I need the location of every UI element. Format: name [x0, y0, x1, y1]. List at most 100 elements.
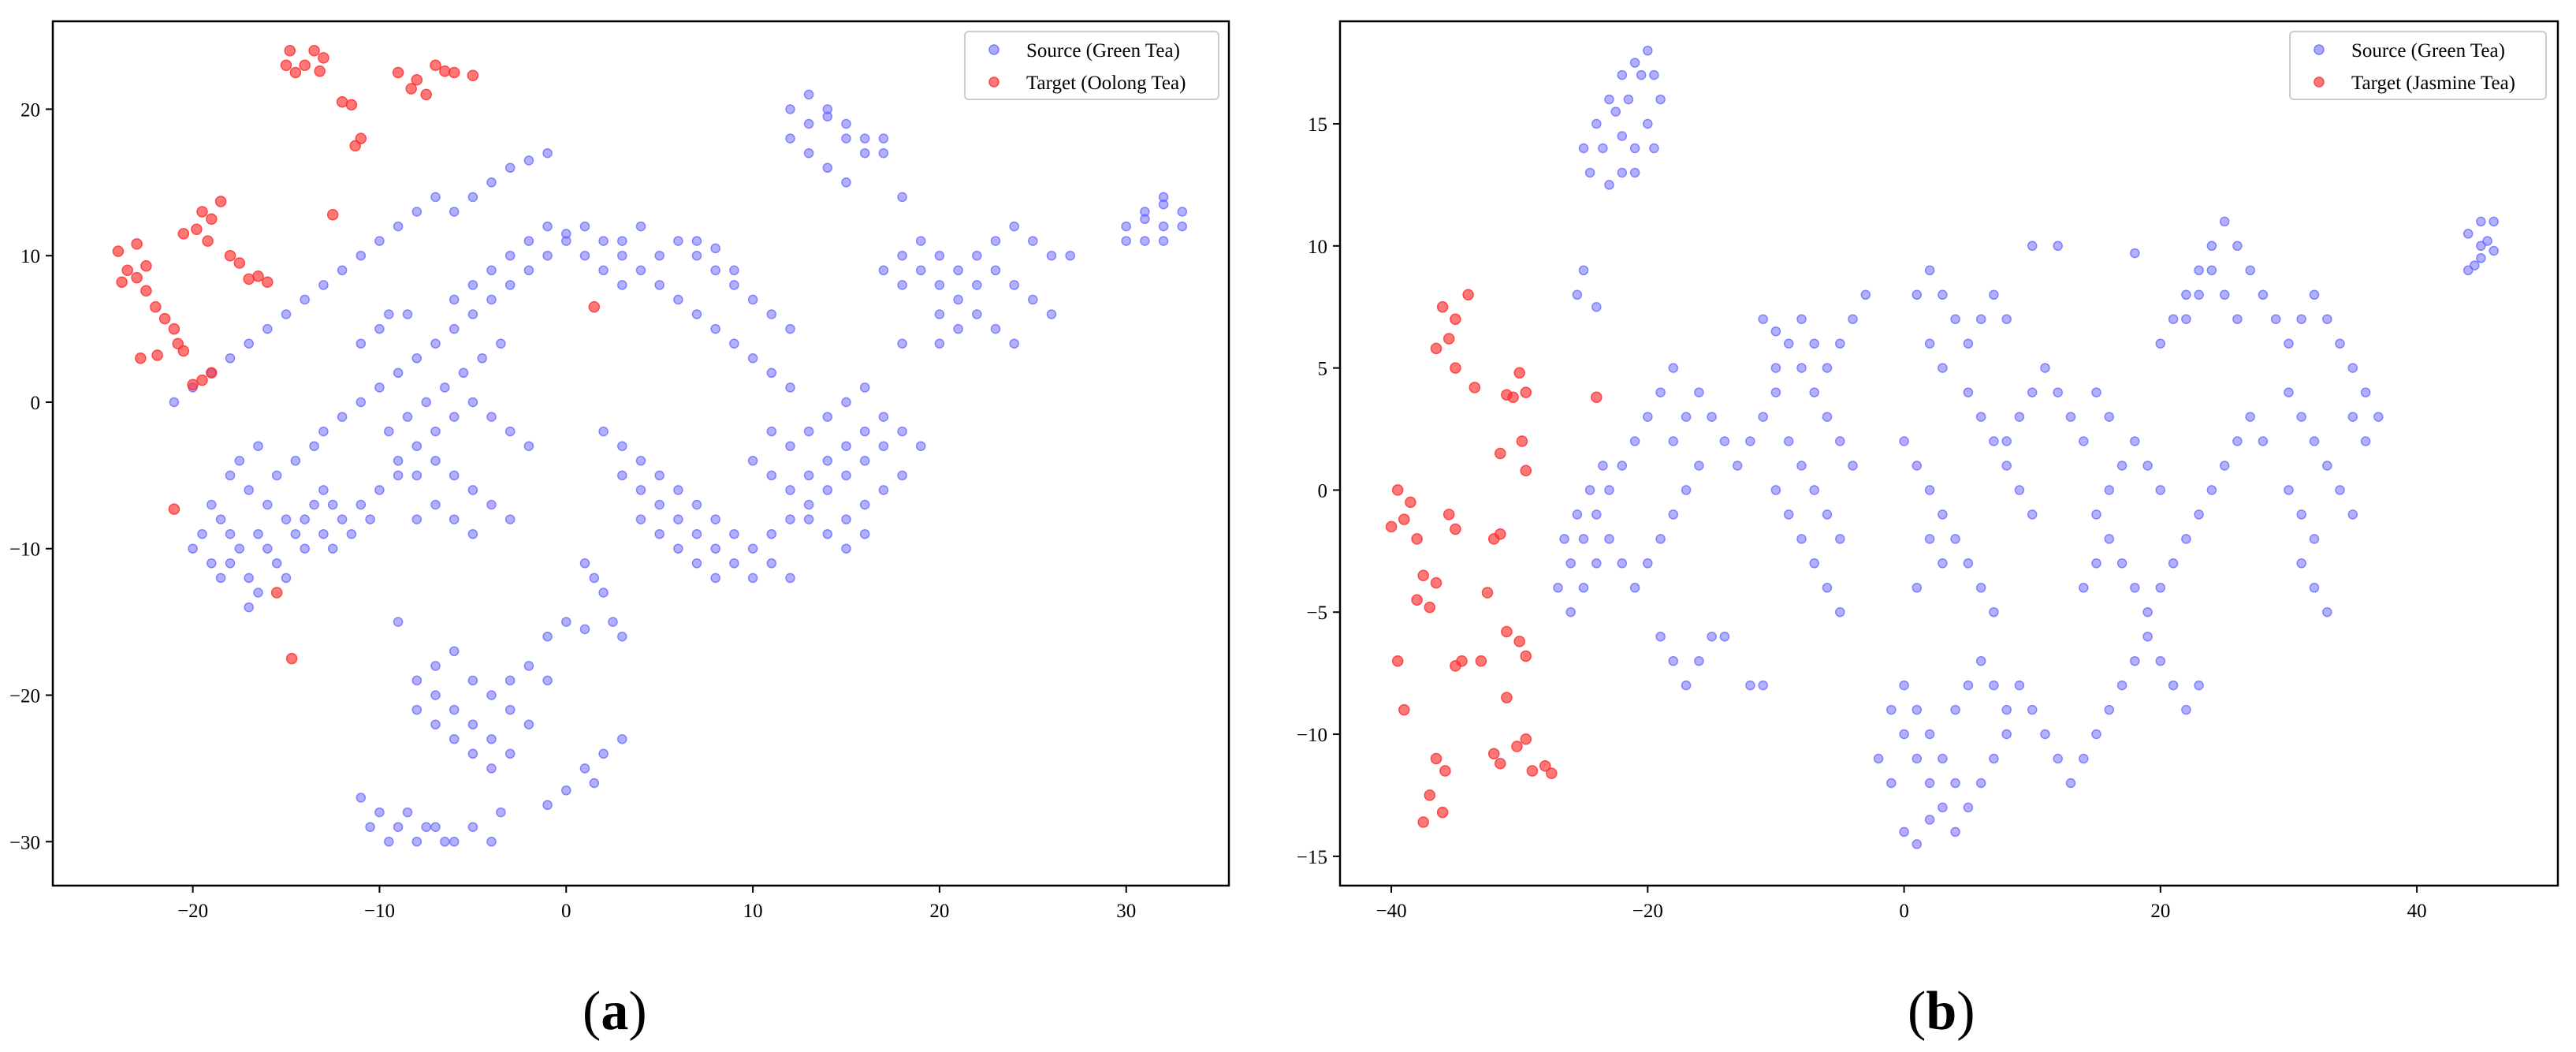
- source-point: [1578, 583, 1589, 593]
- source-point: [673, 294, 683, 305]
- source-point: [430, 690, 441, 700]
- source-point: [504, 748, 516, 759]
- source-point: [2270, 314, 2281, 324]
- source-point: [1822, 583, 1833, 593]
- panel-b-label: (b): [1908, 981, 1975, 1042]
- target-point: [1501, 692, 1513, 703]
- target-point: [1450, 523, 1461, 535]
- source-point: [859, 426, 870, 437]
- source-point: [2181, 289, 2191, 300]
- source-point: [542, 800, 553, 811]
- source-point: [1770, 485, 1781, 495]
- source-point: [1668, 436, 1679, 446]
- target-point: [1424, 789, 1436, 801]
- source-point: [859, 528, 870, 539]
- source-point: [411, 675, 423, 686]
- source-point: [897, 280, 907, 290]
- source-point: [934, 338, 945, 349]
- source-point: [710, 543, 720, 554]
- source-point: [1617, 461, 1628, 471]
- source-point: [2001, 729, 2012, 740]
- target-point: [1511, 741, 1523, 752]
- y-tick-label: −30: [9, 832, 40, 853]
- source-point: [467, 719, 478, 729]
- target-point: [1516, 435, 1528, 447]
- source-point: [1835, 606, 1845, 617]
- source-point: [290, 528, 301, 539]
- source-point: [1989, 680, 1999, 691]
- source-point: [766, 528, 777, 539]
- source-point: [598, 748, 609, 759]
- source-point: [1655, 631, 1666, 642]
- source-point: [1770, 326, 1781, 337]
- source-point: [467, 748, 478, 759]
- source-point: [356, 397, 367, 408]
- source-point: [467, 397, 478, 408]
- target-point: [1546, 767, 1558, 779]
- source-point: [234, 456, 245, 466]
- target-point: [1450, 313, 1461, 325]
- source-point: [467, 675, 478, 686]
- source-point: [2130, 436, 2140, 446]
- source-point: [2168, 558, 2179, 569]
- source-point: [523, 719, 534, 729]
- target-point: [140, 259, 152, 272]
- source-point: [2104, 534, 2115, 544]
- source-point: [1009, 221, 1019, 232]
- source-point: [1617, 167, 1628, 178]
- source-point: [1598, 143, 1608, 154]
- source-point: [393, 822, 404, 832]
- source-point: [1553, 583, 1563, 593]
- target-point: [1501, 389, 1513, 401]
- source-point: [1578, 143, 1589, 154]
- source-point: [729, 280, 739, 290]
- source-point: [1822, 363, 1833, 373]
- source-point: [449, 514, 460, 524]
- source-point: [878, 441, 889, 451]
- target-point: [140, 285, 152, 297]
- source-point: [785, 485, 795, 495]
- source-point: [2091, 729, 2101, 740]
- source-point: [384, 309, 394, 319]
- panel-a-y-axis: −30 −20 −10 0 10 20: [9, 99, 53, 853]
- source-point: [1938, 753, 1948, 764]
- source-point: [2476, 216, 2486, 227]
- source-point: [1655, 387, 1666, 397]
- source-point: [430, 192, 441, 203]
- target-point: [151, 349, 163, 361]
- source-point: [1848, 314, 1858, 324]
- source-point: [1623, 94, 1634, 105]
- source-point: [1963, 802, 1974, 813]
- source-point: [2130, 583, 2140, 593]
- source-point: [1873, 753, 1884, 764]
- target-point: [1487, 748, 1500, 760]
- source-point: [1912, 289, 1923, 300]
- source-point: [589, 778, 600, 789]
- source-point: [990, 265, 1001, 276]
- source-point: [598, 426, 609, 437]
- source-point: [1629, 143, 1640, 154]
- source-point: [2181, 534, 2191, 544]
- source-point: [2065, 778, 2076, 789]
- source-point: [346, 528, 357, 539]
- source-point: [1643, 118, 1653, 129]
- source-point: [617, 733, 627, 744]
- source-point: [1822, 412, 1833, 422]
- target-point: [411, 74, 423, 86]
- target-point: [318, 52, 329, 64]
- source-point: [262, 499, 273, 510]
- target-point: [336, 95, 348, 108]
- source-point: [2116, 558, 2127, 569]
- source-point: [561, 229, 571, 239]
- source-point: [1886, 704, 1897, 715]
- source-point: [2053, 387, 2063, 397]
- source-point: [504, 162, 516, 173]
- panel-b-chart: −40 −20 0 20 40 −15 −10 −5 0 5 10 15 Source (Green…: [1297, 20, 2559, 1042]
- source-point: [2079, 436, 2089, 446]
- source-point: [803, 426, 814, 437]
- source-point: [411, 207, 423, 217]
- source-point: [2194, 680, 2204, 691]
- target-point: [392, 66, 404, 79]
- source-point: [1643, 45, 1653, 56]
